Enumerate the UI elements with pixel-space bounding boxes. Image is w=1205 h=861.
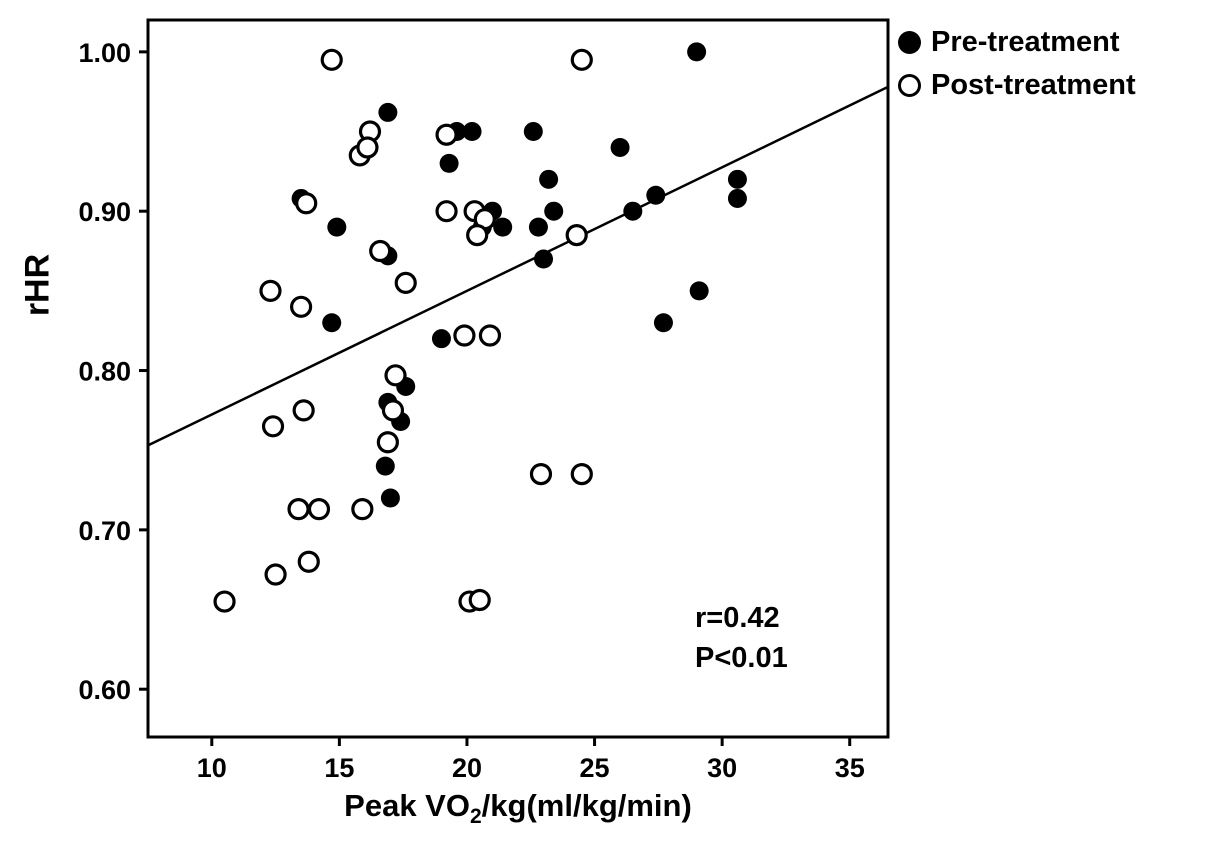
data-point-post-treatment: [264, 563, 287, 586]
data-point-post-treatment: [570, 48, 593, 71]
data-point-pre-treatment: [431, 329, 451, 349]
data-point-pre-treatment: [322, 313, 342, 333]
x-tick-label: 35: [835, 753, 865, 783]
data-point-post-treatment: [529, 463, 553, 486]
data-point-pre-treatment: [327, 217, 347, 237]
data-point-post-treatment: [376, 431, 399, 454]
legend-item-pre-treatment: Pre-treatment: [898, 26, 1136, 59]
x-axis-label-post: /kg(ml/kg/min): [481, 788, 692, 823]
data-point-post-treatment: [435, 123, 458, 146]
open-circle-icon: [898, 74, 921, 97]
data-point-pre-treatment: [653, 313, 673, 333]
data-point-pre-treatment: [727, 188, 747, 208]
x-tick-label: 25: [580, 753, 610, 783]
data-point-post-treatment: [287, 498, 310, 521]
y-tick-label: 0.70: [78, 516, 131, 546]
regression-line: [147, 85, 889, 447]
data-point-post-treatment: [259, 279, 282, 302]
data-point-pre-treatment: [534, 249, 554, 269]
y-tick-label: 0.60: [78, 675, 131, 705]
data-point-post-treatment: [261, 415, 285, 438]
x-axis-label-sub: 2: [469, 805, 482, 829]
data-point-post-treatment: [290, 295, 313, 318]
x-tick-label: 10: [197, 753, 227, 783]
data-point-post-treatment: [295, 192, 318, 215]
data-point-post-treatment: [466, 224, 489, 247]
plot-frame: [146, 18, 890, 739]
data-point-post-treatment: [351, 498, 374, 521]
x-tick-label: 30: [707, 753, 737, 783]
data-point-pre-treatment: [539, 169, 559, 189]
data-point-post-treatment: [213, 590, 236, 613]
legend-label-pre-treatment: Pre-treatment: [931, 26, 1120, 58]
data-point-post-treatment: [435, 200, 458, 223]
data-point-pre-treatment: [462, 122, 482, 142]
data-point-pre-treatment: [689, 281, 709, 301]
data-point-pre-treatment: [375, 456, 395, 476]
legend: Pre-treatment Post-treatment: [898, 26, 1136, 102]
data-point-post-treatment: [570, 463, 593, 486]
data-point-pre-treatment: [439, 153, 459, 173]
legend-label-post-treatment: Post-treatment: [931, 69, 1136, 101]
correlation-value: r=0.42: [695, 602, 780, 634]
y-tick-label: 0.90: [78, 197, 131, 227]
x-tick-label: 15: [324, 753, 354, 783]
data-point-pre-treatment: [493, 217, 513, 237]
data-point-pre-treatment: [687, 42, 707, 62]
data-point-post-treatment: [307, 498, 331, 521]
data-point-pre-treatment: [646, 185, 666, 205]
p-value: P<0.01: [695, 642, 788, 674]
data-point-post-treatment: [381, 399, 405, 422]
data-point-post-treatment: [369, 239, 392, 263]
data-point-post-treatment: [453, 324, 476, 347]
data-point-pre-treatment: [528, 217, 548, 237]
y-axis-label: rHR: [18, 253, 57, 317]
data-point-post-treatment: [297, 550, 320, 573]
data-point-post-treatment: [384, 364, 407, 387]
data-point-post-treatment: [394, 271, 417, 294]
x-tick-label: 20: [452, 753, 482, 783]
data-point-pre-treatment: [623, 201, 643, 221]
data-point-post-treatment: [468, 588, 491, 612]
data-point-post-treatment: [292, 399, 315, 422]
y-tick-label: 0.80: [78, 357, 131, 387]
stats-annotation: r=0.42 P<0.01: [695, 598, 788, 678]
data-point-post-treatment: [356, 136, 379, 159]
x-axis-label-pre: Peak VO: [344, 788, 470, 823]
data-point-pre-treatment: [544, 201, 564, 221]
legend-item-post-treatment: Post-treatment: [898, 69, 1136, 102]
data-point-pre-treatment: [380, 488, 400, 508]
data-point-post-treatment: [565, 224, 588, 247]
data-point-pre-treatment: [523, 122, 543, 142]
data-point-post-treatment: [320, 48, 343, 71]
filled-circle-icon: [898, 31, 921, 54]
data-point-post-treatment: [478, 324, 502, 347]
y-tick-label: 1.00: [78, 38, 131, 68]
x-axis-label: Peak VO2/kg(ml/kg/min): [148, 788, 888, 829]
data-point-pre-treatment: [727, 169, 747, 189]
data-point-pre-treatment: [610, 137, 630, 157]
data-point-pre-treatment: [378, 102, 398, 122]
